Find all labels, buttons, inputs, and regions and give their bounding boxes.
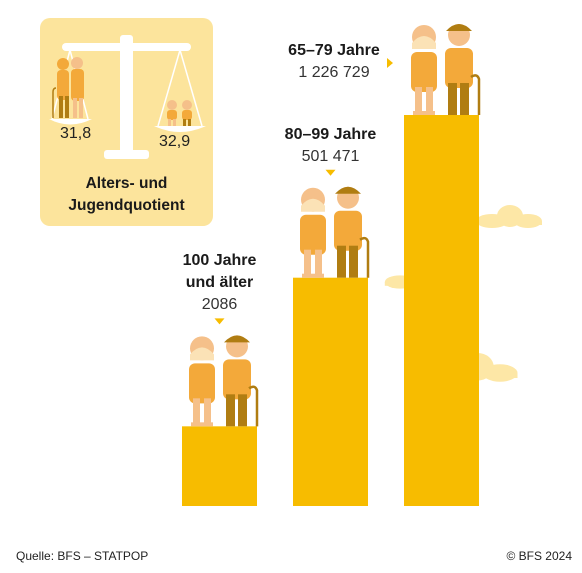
old-age-ratio-value: 31,8 [60, 125, 92, 142]
bar-category-label: 65–79 Jahre [288, 42, 380, 59]
elderly-couples [189, 24, 481, 427]
elderly-couple-icon [411, 24, 481, 115]
bar-value-label: 1 226 729 [298, 64, 370, 81]
bar-value-label: 501 471 [301, 147, 360, 165]
bar-value-label: 2086 [201, 296, 238, 314]
elderly-couple-icon [189, 335, 259, 427]
ratio-card-title: Alters- und Jugendquotient [40, 173, 213, 217]
bar-label-0: 100 Jahre und älter 2086 [145, 250, 295, 316]
label-pointers [214, 58, 393, 325]
bar-0 [182, 426, 257, 506]
children-icon [167, 100, 192, 126]
bar-category-label: und älter [185, 274, 254, 292]
elderly-couple-icon [300, 186, 370, 278]
label-pointer-icon [387, 58, 393, 68]
bar-category-label: 80–99 Jahre [284, 125, 377, 143]
ratio-card-title-line1: Alters- und [85, 175, 168, 192]
cloud-icon [476, 205, 542, 228]
bar-label-1: 80–99 Jahre 501 471 [256, 124, 406, 168]
label-pointer-icon [325, 169, 336, 176]
copyright-note: © BFS 2024 [506, 549, 572, 563]
balance-scale-icon [49, 35, 206, 159]
source-note: Quelle: BFS – STATPOP [16, 549, 149, 563]
bar-category-label: 100 Jahre [182, 252, 257, 270]
bar-1 [293, 277, 368, 506]
bar-label-2: 65–79 Jahre 1 226 729 [274, 40, 394, 84]
ratio-card: 31,8 32,9 Alters- und Jugendquotient [40, 18, 213, 226]
label-pointer-icon [214, 318, 225, 325]
bars-group [182, 115, 479, 506]
bar-2 [404, 115, 479, 506]
youth-ratio-value: 32,9 [159, 133, 191, 150]
old-couple-icon [52, 57, 84, 118]
ratio-card-title-line2: Jugendquotient [68, 197, 185, 214]
